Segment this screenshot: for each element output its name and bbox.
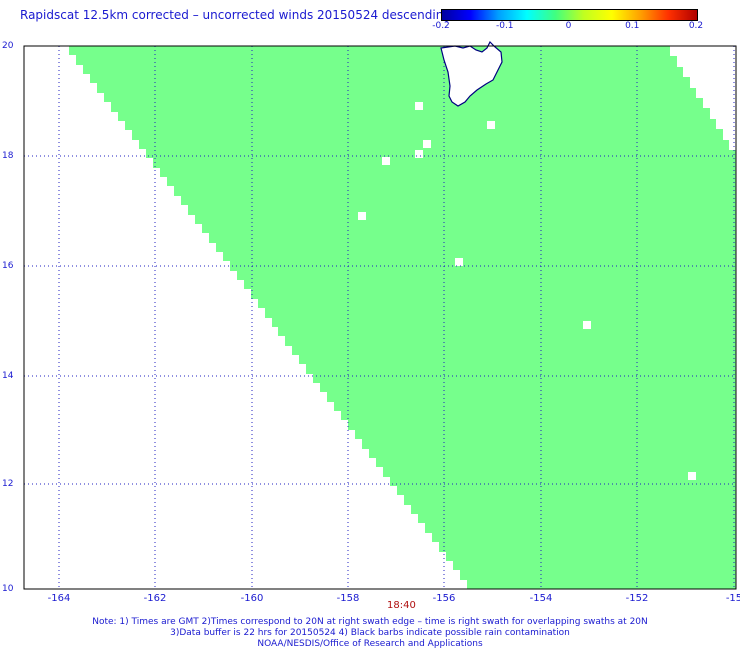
- latitude-label: 12: [2, 479, 14, 489]
- longitude-label: -164: [47, 593, 71, 604]
- colorbar-tick-label: -0.2: [432, 21, 450, 31]
- missing-data-cell: [423, 140, 431, 148]
- note-line-2: 3)Data buffer is 22 hrs for 20150524 4) …: [170, 628, 570, 638]
- colorbar-tick-label: 0.2: [688, 21, 704, 31]
- map-plot: [23, 40, 737, 590]
- note-line-1: Note: 1) Times are GMT 2)Times correspon…: [92, 617, 648, 627]
- missing-data-cell: [583, 321, 591, 329]
- latitude-label: 20: [2, 41, 14, 51]
- swath-area: [69, 46, 736, 589]
- longitude-label: -156: [432, 593, 456, 604]
- longitude-label: -15: [725, 593, 740, 604]
- missing-data-cell: [455, 258, 463, 266]
- map-title: Rapidscat 12.5km corrected – uncorrected…: [20, 8, 451, 22]
- longitude-label: -162: [143, 593, 167, 604]
- time-label: 18:40: [387, 600, 416, 611]
- missing-data-cell: [415, 150, 423, 158]
- note-line-3: NOAA/NESDIS/Office of Research and Appli…: [257, 639, 483, 649]
- plot-frame: [23, 45, 737, 590]
- colorbar-tick-label: 0: [565, 21, 572, 31]
- longitude-label: -160: [240, 593, 264, 604]
- latitude-label: 10: [2, 584, 14, 594]
- wind-swath: [69, 46, 736, 589]
- missing-data-cell: [415, 102, 423, 110]
- colorbar-tick-label: 0.1: [625, 21, 640, 31]
- latitude-label: 16: [2, 261, 14, 271]
- longitude-label: -154: [529, 593, 553, 604]
- hawaii-coastline: [440, 40, 503, 107]
- missing-data-cell: [688, 472, 696, 480]
- colorbar: [441, 9, 698, 21]
- longitude-label: -158: [336, 593, 360, 604]
- missing-data-cell: [358, 212, 366, 220]
- missing-data-cell: [487, 121, 495, 129]
- latitude-label: 18: [2, 151, 14, 161]
- longitude-label: -152: [625, 593, 649, 604]
- colorbar-tick-label: -0.1: [495, 21, 514, 31]
- latitude-label: 14: [2, 371, 14, 381]
- missing-data-cell: [382, 157, 390, 165]
